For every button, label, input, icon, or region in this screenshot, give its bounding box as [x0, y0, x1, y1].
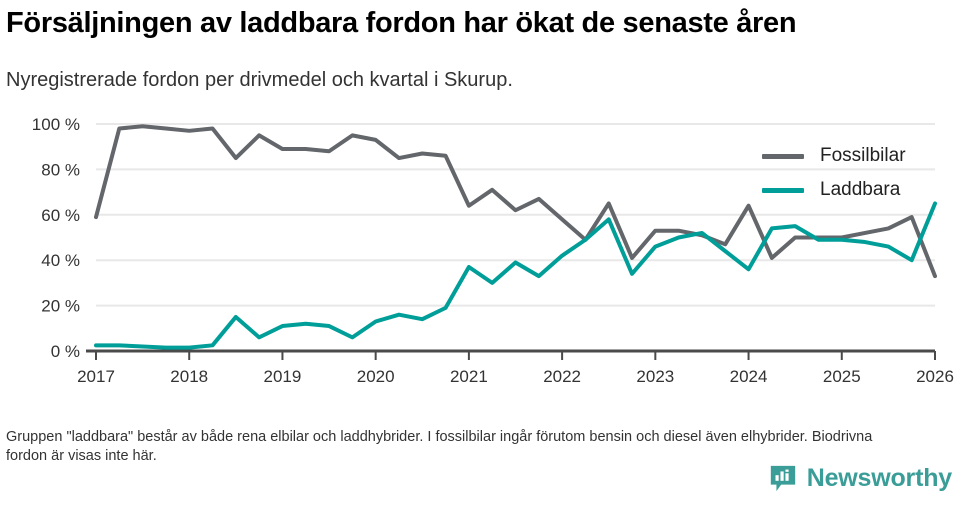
chart-subtitle: Nyregistrerade fordon per drivmedel och …	[6, 69, 513, 91]
legend-label-fossilbilar: Fossilbilar	[820, 145, 906, 166]
bar-chart-speech-bubble-icon	[770, 465, 795, 492]
x-axis-tick-label: 2026	[916, 367, 954, 386]
x-axis-tick-label: 2023	[636, 367, 674, 386]
legend-item-fossilbilar[interactable]: Fossilbilar	[762, 139, 942, 173]
x-axis-tick-label: 2021	[450, 367, 488, 386]
chart-legend: Fossilbilar Laddbara	[762, 139, 942, 207]
page-title: Försäljningen av laddbara fordon har öka…	[6, 7, 797, 39]
series-line-fossilbilar	[94, 124, 937, 279]
legend-swatch-laddbara	[762, 187, 804, 193]
series-line-laddbara	[94, 201, 937, 350]
x-axis-tick-label: 2018	[170, 367, 208, 386]
x-axis-tick-label: 2019	[264, 367, 302, 386]
y-axis-tick-label: 80 %	[41, 160, 80, 179]
y-axis-tick-label: 100 %	[32, 115, 80, 134]
y-axis-tick-label: 60 %	[41, 206, 80, 225]
y-axis-tick-label: 40 %	[41, 251, 80, 270]
x-axis-tick-label: 2025	[823, 367, 861, 386]
x-axis-tick-label: 2024	[730, 367, 768, 386]
plot-area: 0 % 20 % 40 % 60 % 80 % 100 % 2017 2018 2019 2020…	[0, 105, 960, 395]
x-axis-tick-label: 2020	[357, 367, 395, 386]
legend-label-laddbara: Laddbara	[820, 179, 901, 200]
brand-logo: Newsworthy	[768, 461, 952, 495]
legend-item-laddbara[interactable]: Laddbara	[762, 173, 942, 207]
chart-footnote: Gruppen "laddbara" består av både rena e…	[6, 429, 873, 464]
brand-name: Newsworthy	[806, 463, 952, 492]
y-axis-tick-label: 20 %	[41, 297, 80, 316]
legend-swatch-fossilbilar	[762, 153, 804, 159]
x-axis-tick-label: 2022	[543, 367, 581, 386]
y-axis-tick-label: 0 %	[51, 342, 80, 361]
line-chart-svg: 0 % 20 % 40 % 60 % 80 % 100 % 2017 2018 2019 2020…	[32, 115, 954, 386]
x-axis-tick-label: 2017	[77, 367, 115, 386]
